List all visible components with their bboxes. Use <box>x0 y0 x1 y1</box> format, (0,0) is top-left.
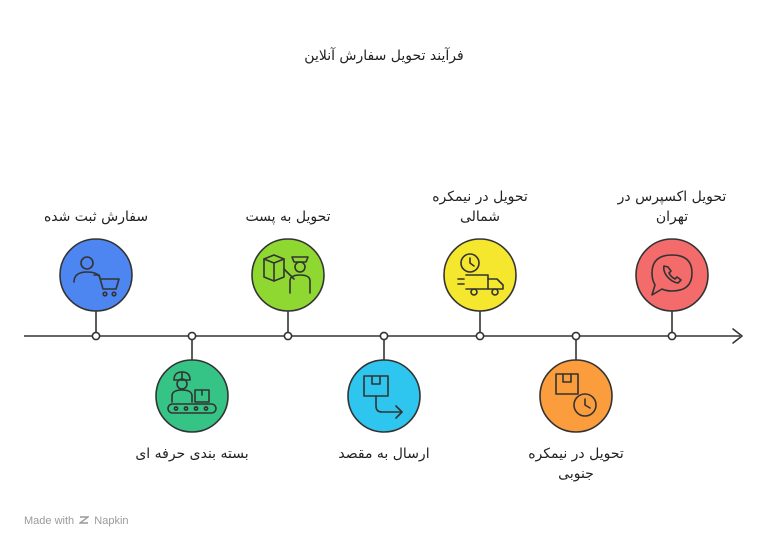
made-with-text: Made with <box>24 515 75 527</box>
timeline-step <box>347 331 421 433</box>
step-label: تحویل در نیمکره شمالی <box>405 187 555 227</box>
phone-chat-icon <box>651 254 693 296</box>
diagram-title: فرآیند تحویل سفارش آنلاین <box>304 48 464 64</box>
timeline-step <box>635 238 709 341</box>
step-label-line: بسته بندی حرفه ای <box>135 446 249 462</box>
timeline-node <box>571 331 581 341</box>
courier-box-icon <box>263 254 311 294</box>
step-label: سفارش ثبت شده <box>21 207 171 227</box>
napkin-watermark: Made with Napkin <box>24 515 129 527</box>
step-label: ارسال به مقصد <box>309 444 459 464</box>
timeline-node <box>475 331 485 341</box>
timeline-arrowhead <box>732 328 743 344</box>
step-circle <box>251 238 325 312</box>
timeline-step <box>251 238 325 341</box>
timeline-node <box>667 331 677 341</box>
packer-conveyor-icon <box>167 371 217 414</box>
step-label-line: تحویل در نیمکره <box>432 189 528 205</box>
step-label: تحویل به پست <box>213 207 363 227</box>
step-circle <box>539 359 613 433</box>
step-label: بسته بندی حرفه ای <box>117 444 267 464</box>
napkin-logo-icon <box>78 516 91 524</box>
step-label-line: جنوبی <box>558 466 594 482</box>
step-label-line: سفارش ثبت شده <box>43 209 149 225</box>
timeline-node <box>187 331 197 341</box>
timeline-step <box>443 238 517 341</box>
step-label-line: ارسال به مقصد <box>338 446 430 462</box>
box-clock-icon <box>555 373 597 417</box>
timeline-node <box>283 331 293 341</box>
step-label-line: تحویل در نیمکره <box>528 446 624 462</box>
step-label-line: تحویل اکسپرس در <box>617 189 727 205</box>
timeline-node <box>91 331 101 341</box>
timeline-node <box>379 331 389 341</box>
timeline-step <box>59 238 133 341</box>
timeline-step <box>539 331 613 433</box>
user-cart-icon <box>73 256 120 297</box>
timeline-step <box>155 331 229 433</box>
clock-truck-icon <box>457 253 504 296</box>
step-label-line: تحویل به پست <box>245 209 331 225</box>
step-label-line: تهران <box>655 209 689 225</box>
step-label-line: شمالی <box>459 209 501 225</box>
box-send-arrow-icon <box>363 375 403 419</box>
step-label: تحویل اکسپرس در تهران <box>597 187 747 227</box>
napkin-brand-text: Napkin <box>94 515 129 527</box>
step-label: تحویل در نیمکره جنوبی <box>501 444 651 484</box>
step-circle <box>635 238 709 312</box>
